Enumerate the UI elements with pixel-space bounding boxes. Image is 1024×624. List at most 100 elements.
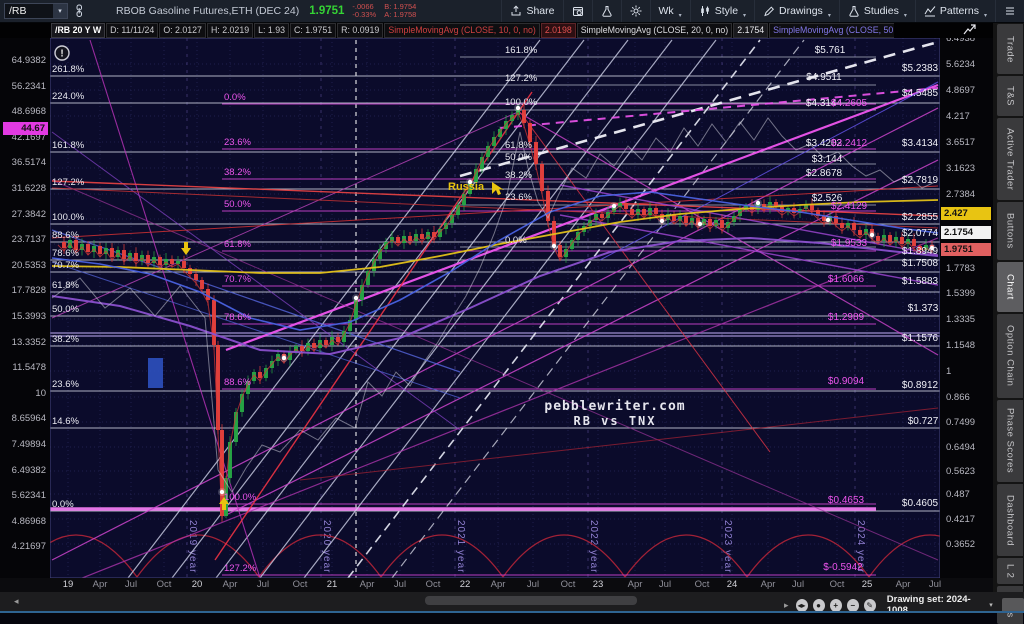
expand-tools-icon[interactable]: ▸ — [784, 599, 789, 610]
plot-background — [50, 38, 940, 578]
corner-grip[interactable] — [1001, 597, 1024, 613]
time-scrollbar-thumb[interactable] — [425, 596, 637, 605]
left-axis-tick: 17.7828 — [11, 285, 46, 296]
svg-text:38.2%: 38.2% — [52, 334, 79, 345]
symbol-input[interactable]: /RB ▾ — [4, 3, 68, 19]
ohlc-field: C: 1.9751 — [290, 22, 337, 38]
reset-view-icon[interactable]: ● — [812, 598, 825, 612]
sma-label[interactable]: SimpleMovingAvg (CLOSE, 20, 0, no) — [576, 22, 733, 38]
sidebar-tab-dashboard[interactable]: Dashboard — [997, 484, 1023, 556]
left-axis-tick: 48.6968 — [11, 106, 46, 117]
time-axis-label: Apr — [359, 579, 375, 590]
beaker-icon — [601, 5, 612, 17]
sidebar-tab-l-2[interactable]: L 2 — [997, 558, 1023, 584]
up-arrow-marker — [219, 497, 229, 510]
toolbar-button-menu[interactable] — [995, 0, 1024, 22]
svg-text:61.8%: 61.8% — [52, 280, 79, 291]
zoom-in-icon[interactable]: + — [829, 598, 842, 612]
toolbar-button-studies[interactable]: Studies ▾ — [838, 0, 915, 22]
left-axis-tick: 11.5478 — [12, 362, 46, 373]
svg-text:$2.526: $2.526 — [812, 193, 843, 204]
svg-text:2024 year: 2024 year — [855, 520, 866, 573]
svg-text:$-0.5942: $-0.5942 — [823, 562, 863, 573]
svg-text:61.8%: 61.8% — [224, 239, 251, 250]
sidebar-tab-option-chain[interactable]: Option Chain — [997, 314, 1023, 398]
svg-text:$5.761: $5.761 — [815, 45, 846, 56]
studies-icon — [849, 5, 859, 17]
time-axis-label: Oct — [292, 579, 308, 590]
svg-text:$0.4605: $0.4605 — [902, 498, 939, 509]
svg-text:$2.2855: $2.2855 — [902, 212, 939, 223]
change-value: -.0066 — [352, 2, 374, 11]
zoom-out-icon[interactable]: − — [846, 598, 859, 612]
svg-text:2020 year: 2020 year — [321, 520, 332, 573]
svg-text:$5.2383: $5.2383 — [902, 63, 939, 74]
sidebar-tab-chart[interactable]: Chart — [997, 262, 1023, 312]
svg-text:$0.9094: $0.9094 — [828, 376, 865, 387]
left-axis-tick: 8.65964 — [11, 413, 46, 424]
time-axis[interactable]: 19 Apr Jul Oct 20 Apr Jul Oct 21 Apr Jul Oct 22 Apr Ju… — [0, 578, 993, 592]
pan-icon[interactable]: ◂▸ — [795, 598, 808, 612]
svg-text:38.2%: 38.2% — [505, 170, 532, 181]
svg-text:$1.6066: $1.6066 — [828, 274, 865, 285]
svg-text:78.6%: 78.6% — [52, 248, 79, 259]
drawing-set-label[interactable]: Drawing set: 2024-1008 — [886, 594, 971, 616]
caret-down-icon: ▾ — [678, 13, 682, 19]
svg-text:$2.0774: $2.0774 — [902, 228, 939, 239]
svg-text:100.0%: 100.0% — [224, 492, 257, 503]
toolbar-button-style[interactable]: Style ▾ — [689, 0, 754, 22]
svg-text:Russia: Russia — [448, 181, 485, 193]
ohlc-field: O: 2.0127 — [159, 22, 206, 38]
price-chart[interactable]: 2019 year 2020 year 2021 year 2022 year 2023… — [0, 0, 993, 592]
menu-icon — [1006, 7, 1014, 14]
toolbar-button-gear[interactable] — [620, 0, 650, 22]
toolbar-button-timeframe[interactable]: Wk ▾ — [649, 0, 690, 22]
right-axis-tick: 0.4217 — [946, 514, 976, 525]
left-axis-tick: 7.49894 — [11, 439, 46, 450]
sidebar-tab-buttons[interactable]: Buttons — [997, 202, 1023, 260]
left-price-axis[interactable]: 64.9382 56.2341 48.6968 42.1697 36.5174 31.62… — [0, 38, 50, 578]
toolbar-button-drawings[interactable]: Drawings ▾ — [754, 0, 839, 22]
patterns-icon — [924, 5, 936, 16]
ohlc-field: L: 1.93 — [254, 22, 290, 38]
left-axis-tick: 13.3352 — [11, 337, 46, 348]
change-percent: -0.33% — [352, 10, 377, 19]
sma-label[interactable]: SimpleMovingAvg (CLOSE, 50, 0,... — [769, 22, 895, 38]
toolbar-button-share[interactable]: Share — [501, 0, 562, 22]
auto-scale-icon[interactable] — [963, 24, 977, 36]
link-chart-icon[interactable] — [73, 4, 85, 18]
draw-pencil-icon[interactable]: ✎ — [863, 598, 876, 612]
svg-text:$1.1576: $1.1576 — [902, 333, 939, 344]
time-axis-label: Apr — [222, 579, 238, 590]
bottom-accent-line — [0, 611, 1024, 613]
right-axis-tick: 3.1623 — [946, 163, 976, 174]
time-axis-label: Oct — [560, 579, 576, 590]
drawing-set-caret-icon[interactable]: ▾ — [989, 602, 993, 609]
time-axis-label: Jul — [393, 579, 407, 590]
sma-label[interactable]: SimpleMovingAvg (CLOSE, 10, 0, no) — [384, 22, 540, 38]
toolbar-button-beaker[interactable] — [591, 0, 621, 22]
symbol-value[interactable]: /RB — [9, 5, 27, 17]
time-axis-label: Jul — [124, 579, 138, 590]
right-axis-tick: 4.8697 — [946, 85, 976, 96]
left-axis-tick: 36.5174 — [11, 157, 46, 168]
left-axis-tick: 10 — [35, 388, 46, 399]
sidebar-tab-trade[interactable]: Trade — [997, 24, 1023, 74]
down-arrow-marker — [181, 242, 191, 255]
ohlc-field: H: 2.0219 — [206, 22, 254, 38]
right-price-axis[interactable]: 6.4938 5.6234 4.8697 4.217 3.6517 3.1623 2.738… — [940, 33, 993, 578]
svg-text:100.0%: 100.0% — [52, 212, 85, 223]
sidebar-tab-t-s[interactable]: T&S — [997, 76, 1023, 116]
symbol-dropdown-caret-icon[interactable]: ▾ — [53, 4, 67, 18]
right-axis-tick: 6.4938 — [946, 33, 976, 44]
svg-text:$2.4129: $2.4129 — [831, 201, 868, 212]
sidebar-tab-active-trader[interactable]: Active Trader — [997, 118, 1023, 200]
time-axis-label: Oct — [425, 579, 441, 590]
right-axis-tick: 5.6234 — [946, 59, 976, 70]
scroll-left-icon[interactable]: ◂ — [14, 596, 19, 606]
toolbar-button-calendar[interactable] — [562, 0, 592, 22]
toolbar-button-patterns[interactable]: Patterns ▾ — [914, 0, 995, 22]
sidebar-tab-phase-scores[interactable]: Phase Scores — [997, 400, 1023, 482]
svg-text:0.0%: 0.0% — [505, 235, 527, 246]
svg-text:$0.727: $0.727 — [908, 416, 939, 427]
